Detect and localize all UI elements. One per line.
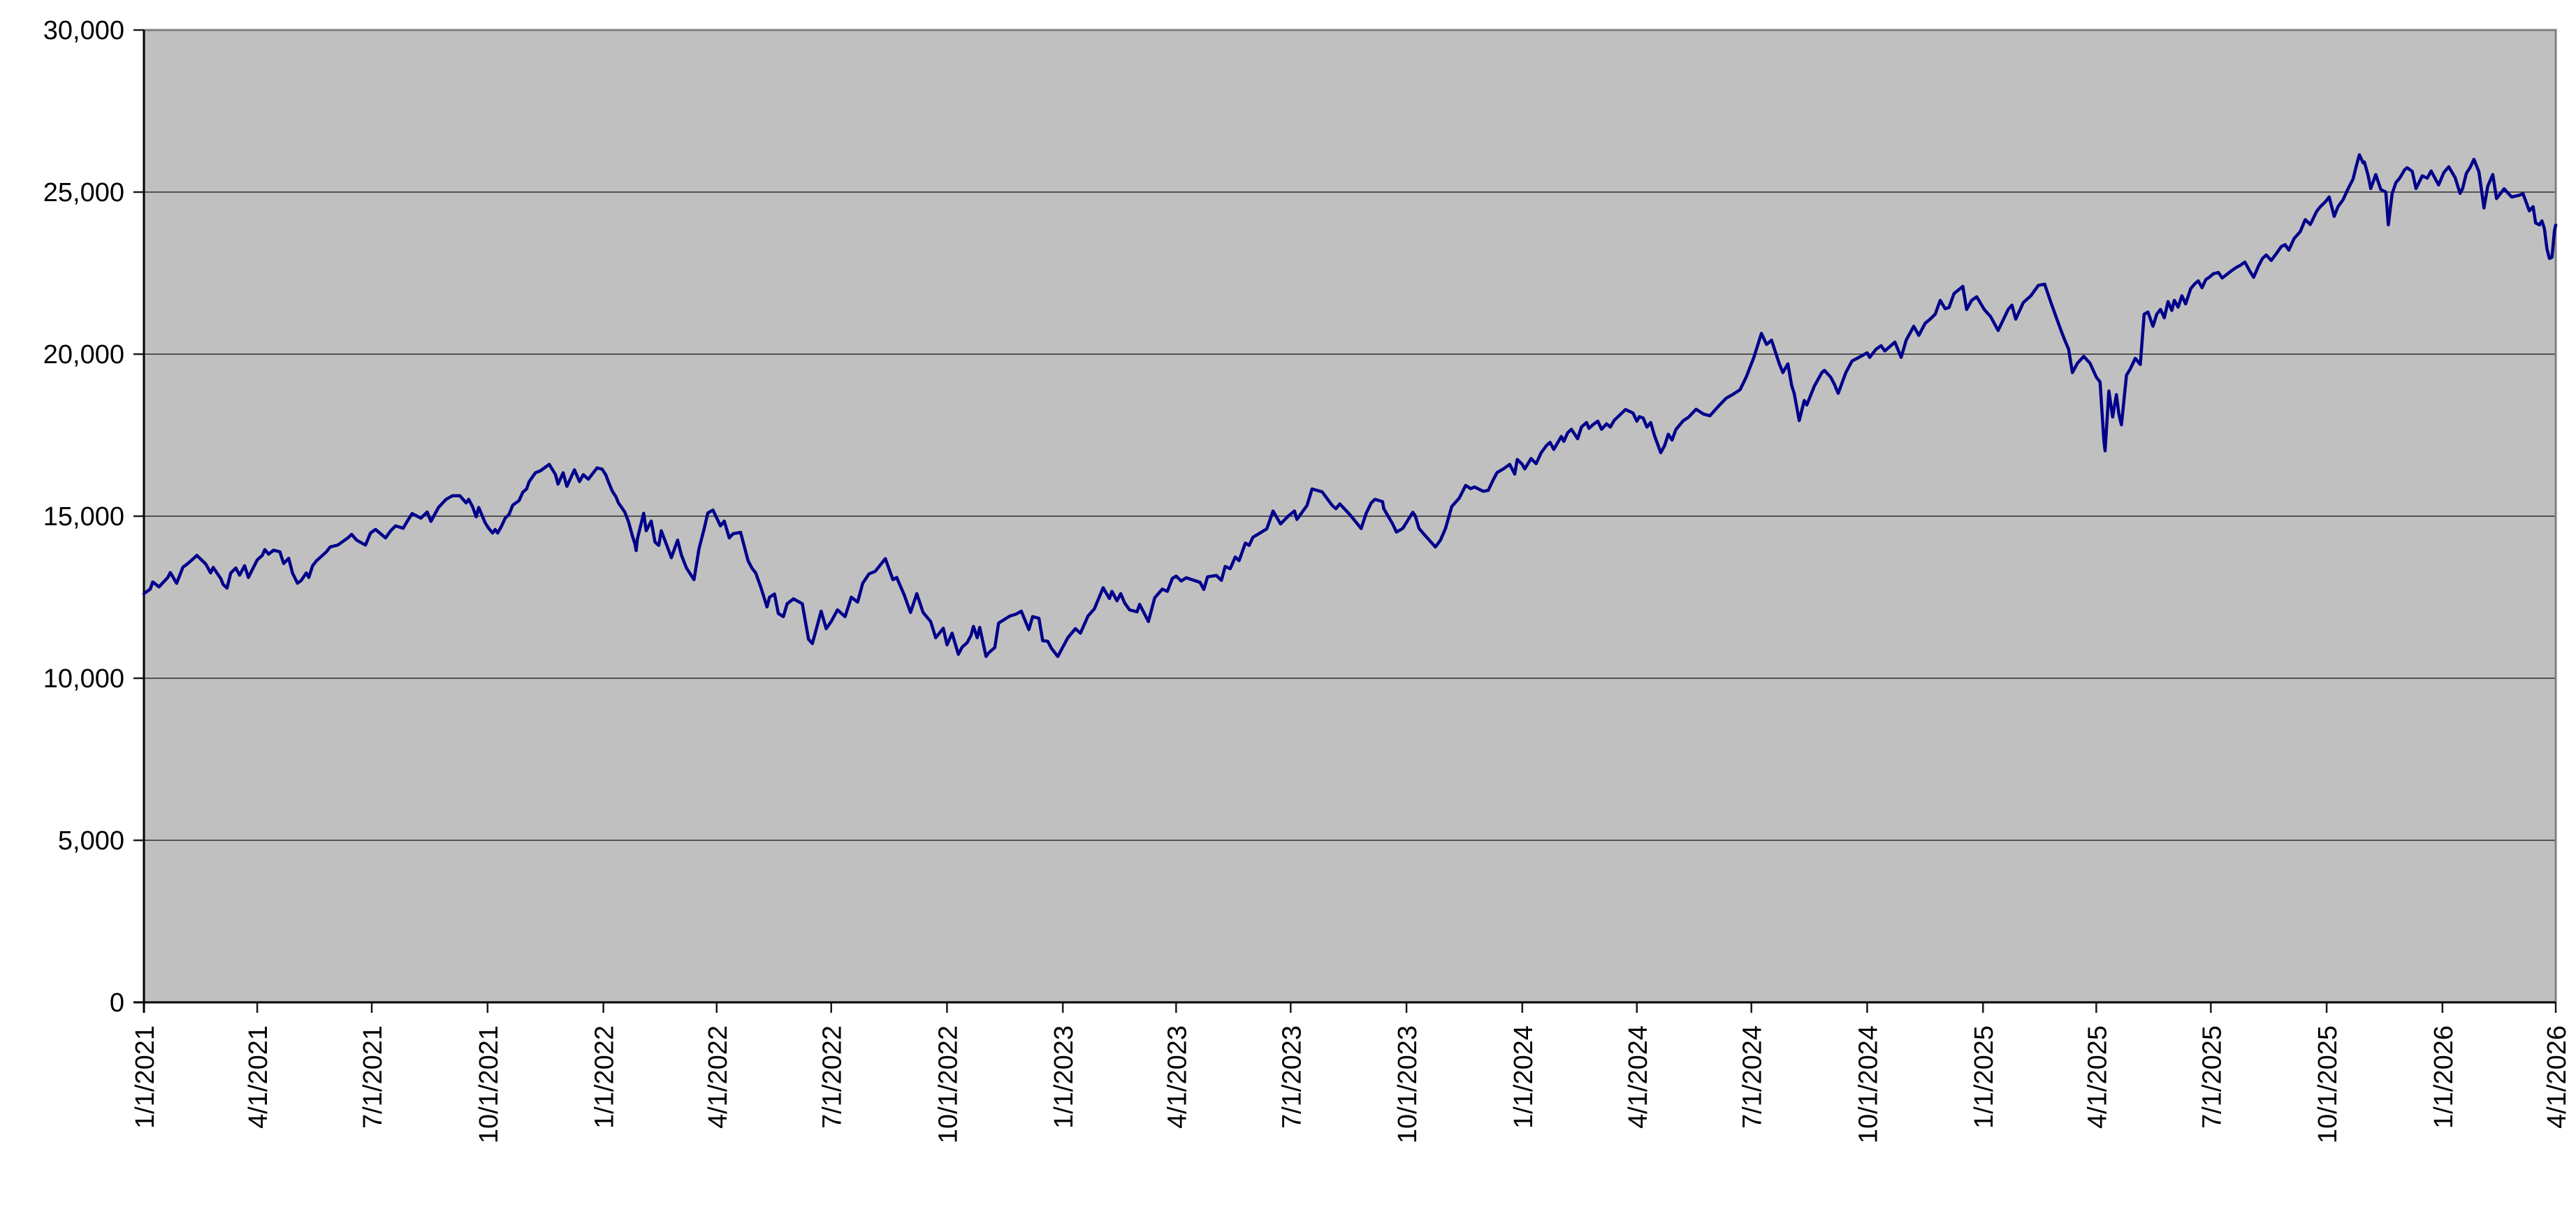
y-axis-labels: 0 5,000 10,000 15,000 20,000 25,000 30,000 <box>43 16 124 1018</box>
x-tick-label: 7/1/2023 <box>1277 1025 1307 1129</box>
x-tick-label: 4/1/2025 <box>2083 1025 2112 1129</box>
x-tick-label: 7/1/2024 <box>1738 1025 1768 1129</box>
x-tick-label: 4/1/2026 <box>2542 1025 2572 1129</box>
axes <box>133 30 2556 1013</box>
x-axis-ticks <box>143 1002 2557 1013</box>
y-tick-label: 30,000 <box>43 16 124 45</box>
x-tick-label: 7/1/2022 <box>818 1025 847 1129</box>
x-tick-label: 1/1/2023 <box>1049 1025 1079 1129</box>
y-tick-label: 10,000 <box>43 664 124 694</box>
x-tick-label: 1/1/2026 <box>2429 1025 2459 1129</box>
x-tick-label: 1/1/2024 <box>1509 1025 1538 1129</box>
y-tick-label: 15,000 <box>43 502 124 532</box>
y-tick-label: 5,000 <box>58 826 124 856</box>
x-tick-label: 4/1/2024 <box>1624 1025 1653 1129</box>
x-tick-label: 10/1/2023 <box>1393 1025 1422 1143</box>
x-tick-label: 1/1/2022 <box>590 1025 620 1129</box>
x-tick-label: 1/1/2021 <box>131 1025 160 1129</box>
x-tick-label: 4/1/2023 <box>1163 1025 1192 1129</box>
x-tick-label: 10/1/2024 <box>1854 1025 1883 1143</box>
x-tick-label: 7/1/2025 <box>2197 1025 2227 1129</box>
x-tick-label: 1/1/2025 <box>1970 1025 1999 1129</box>
x-tick-label: 10/1/2025 <box>2313 1025 2343 1143</box>
x-tick-label: 4/1/2022 <box>704 1025 733 1129</box>
x-axis-labels: 1/1/2021 4/1/2021 7/1/2021 10/1/2021 1/1/202… <box>131 1025 2572 1143</box>
y-tick-label: 25,000 <box>43 178 124 207</box>
x-tick-label: 7/1/2021 <box>358 1025 388 1129</box>
data-series-line <box>142 153 2558 659</box>
y-tick-label: 0 <box>110 988 124 1018</box>
x-tick-label: 10/1/2022 <box>933 1025 963 1143</box>
y-tick-label: 20,000 <box>43 340 124 370</box>
x-tick-label: 4/1/2021 <box>244 1025 273 1129</box>
x-tick-label: 10/1/2021 <box>474 1025 504 1143</box>
